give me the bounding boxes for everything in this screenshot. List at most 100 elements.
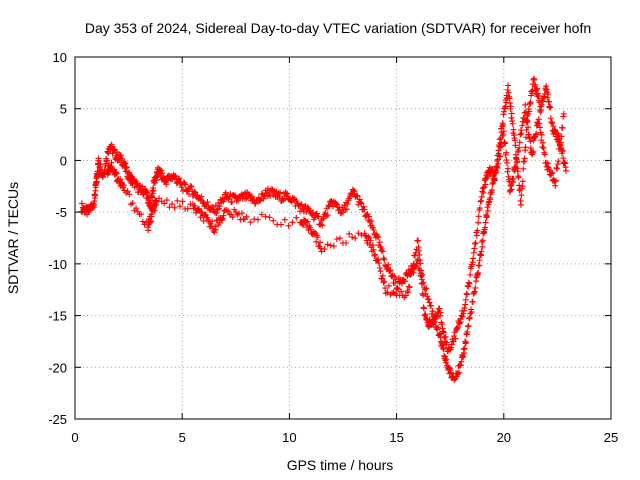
data-point [219,215,226,222]
data-point [122,160,129,167]
data-point [500,128,507,135]
data-point [184,205,191,212]
data-point [468,306,475,313]
data-point [470,249,477,256]
data-point [317,239,324,246]
data-point [117,152,124,159]
data-point [124,188,131,195]
data-point [461,345,468,352]
data-point [434,309,441,316]
x-tick-label: 5 [179,430,186,445]
data-point [374,233,381,240]
data-point [128,179,135,186]
data-point [367,237,374,244]
data-point [469,298,476,305]
data-point [440,329,447,336]
data-point [150,187,157,194]
data-point [531,76,538,83]
data-point [500,131,507,138]
data-point [310,209,317,216]
data-point [443,356,450,363]
data-point [402,292,409,299]
data-point [555,158,562,165]
data-point [174,197,181,204]
data-point [349,234,356,241]
data-point [149,194,156,201]
data-point [188,183,195,190]
data-point [461,304,468,311]
data-point [552,177,559,184]
data-point [357,199,364,206]
data-point [243,213,250,220]
data-point [478,197,485,204]
data-point [411,252,418,259]
data-point [340,209,346,216]
data-point [356,196,363,203]
data-point [497,143,504,150]
data-point [326,202,333,209]
data-point [478,193,485,200]
data-point [484,207,491,214]
data-point [549,169,556,176]
data-point [493,164,500,171]
data-point [247,219,254,226]
data-point [516,139,523,146]
data-point [159,170,166,177]
data-point [290,195,297,202]
x-tick-label: 20 [497,430,511,445]
data-point [395,286,402,293]
y-tick-labels: 10 5 0 -5 -10 -15 -20 -25 [48,50,67,427]
data-point [284,190,291,197]
data-point [482,181,489,188]
data-point [330,243,337,250]
data-point [353,192,360,199]
data-point [262,213,269,220]
data-point [547,104,554,111]
data-point [405,283,412,290]
data-point [480,189,487,196]
data-point [228,198,235,205]
data-point [460,307,467,314]
data-point [551,178,558,185]
data-point [324,212,331,219]
data-point [352,235,359,242]
data-point [149,190,156,197]
data-points [78,75,569,383]
data-point [126,191,133,198]
data-point [464,291,471,298]
data-point [319,222,326,229]
data-point [465,283,472,290]
data-point [463,290,470,297]
data-point [410,260,417,267]
data-point [391,273,398,280]
data-point [238,210,245,217]
data-point [360,203,367,210]
data-point [375,260,382,267]
data-point [482,219,489,226]
data-point [404,288,411,295]
data-point [476,257,483,264]
data-point [148,213,155,220]
data-point [371,252,378,259]
data-point [317,245,324,252]
data-point [489,166,496,173]
data-point [419,280,426,287]
data-point [560,110,567,117]
data-point [235,197,242,204]
y-tick-label: -25 [48,412,67,427]
data-point [166,204,173,211]
data-point [438,321,445,328]
data-point [538,131,545,138]
data-point [171,204,178,211]
data-point [212,223,219,230]
data-point [475,269,482,276]
data-point [516,144,523,151]
data-point [540,139,547,146]
data-point [376,264,383,271]
data-point [489,187,496,194]
data-point [420,292,427,299]
data-point [346,230,353,237]
data-point [517,131,524,138]
data-point [344,201,351,208]
